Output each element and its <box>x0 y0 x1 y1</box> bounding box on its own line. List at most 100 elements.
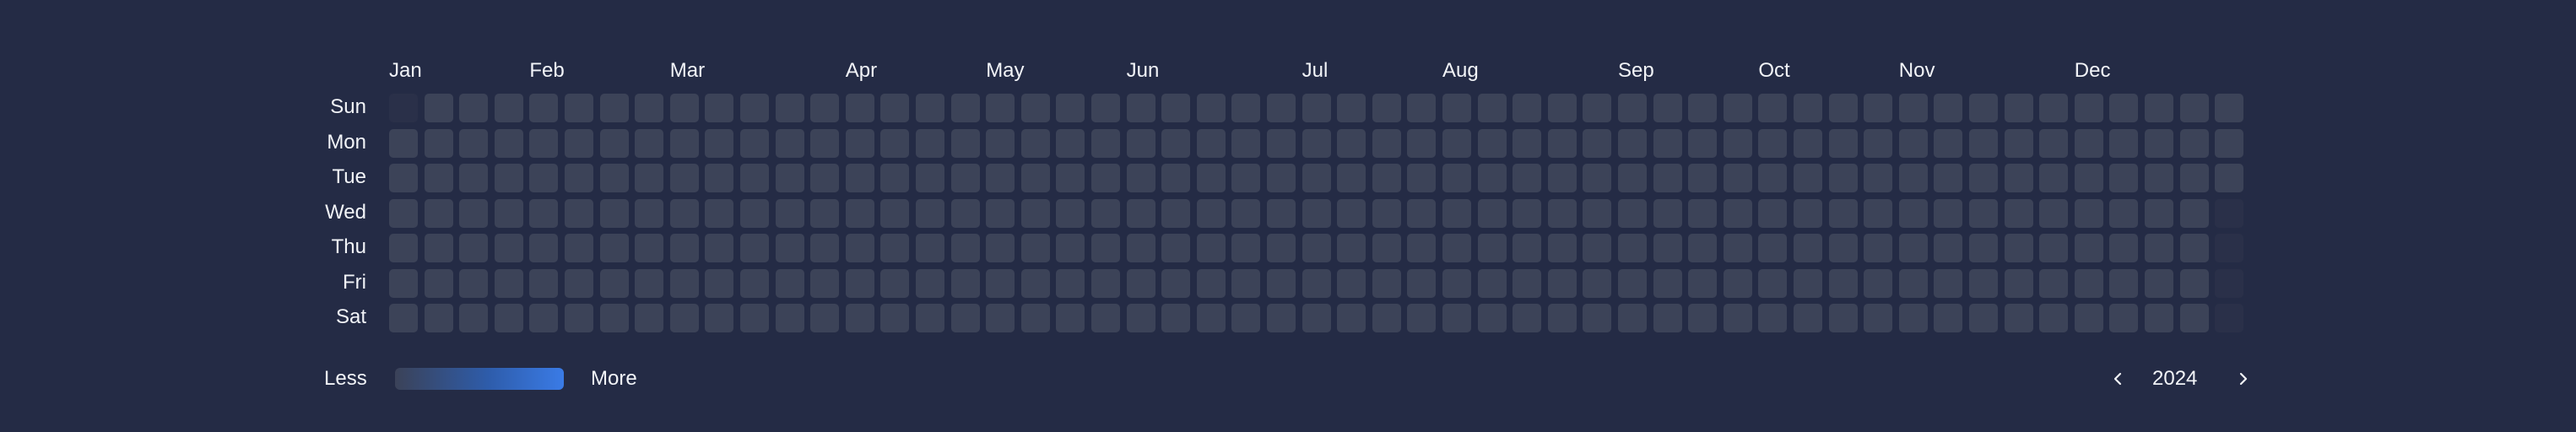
day-cell[interactable] <box>1407 234 1437 262</box>
day-cell[interactable] <box>775 234 804 262</box>
day-cell[interactable] <box>1723 164 1752 192</box>
day-cell[interactable] <box>1688 128 1718 158</box>
day-cell[interactable] <box>845 128 874 158</box>
day-cell[interactable] <box>1583 268 1612 298</box>
day-cell[interactable] <box>1372 94 1401 122</box>
day-cell[interactable] <box>1442 94 1471 122</box>
day-cell[interactable] <box>1372 164 1401 192</box>
day-cell[interactable] <box>740 234 769 262</box>
day-cell[interactable] <box>529 164 559 192</box>
day-cell[interactable] <box>740 128 769 158</box>
day-cell[interactable] <box>494 234 523 262</box>
day-cell[interactable] <box>1898 304 1928 332</box>
day-cell[interactable] <box>705 94 734 122</box>
day-cell[interactable] <box>2039 94 2069 122</box>
day-cell[interactable] <box>2004 304 2033 332</box>
day-cell[interactable] <box>1828 268 1858 298</box>
day-cell[interactable] <box>1442 198 1471 228</box>
day-cell[interactable] <box>1547 94 1577 122</box>
day-cell[interactable] <box>2215 128 2244 158</box>
day-cell[interactable] <box>2109 164 2139 192</box>
day-cell[interactable] <box>635 268 664 298</box>
day-cell[interactable] <box>1864 268 1893 298</box>
day-cell[interactable] <box>1267 304 1296 332</box>
day-cell[interactable] <box>1267 198 1296 228</box>
day-cell[interactable] <box>916 164 944 192</box>
day-cell[interactable] <box>2145 234 2173 262</box>
day-cell[interactable] <box>1056 128 1085 158</box>
day-cell[interactable] <box>1688 234 1718 262</box>
day-cell[interactable] <box>810 268 840 298</box>
day-cell[interactable] <box>1934 198 1963 228</box>
day-cell[interactable] <box>1653 164 1682 192</box>
day-cell[interactable] <box>1864 234 1893 262</box>
day-cell[interactable] <box>1828 164 1858 192</box>
day-cell[interactable] <box>1442 304 1471 332</box>
day-cell[interactable] <box>2004 128 2033 158</box>
day-cell[interactable] <box>880 128 910 158</box>
day-cell[interactable] <box>565 304 593 332</box>
day-cell[interactable] <box>1020 234 1050 262</box>
day-cell[interactable] <box>1688 198 1718 228</box>
day-cell[interactable] <box>599 128 629 158</box>
day-cell[interactable] <box>1583 128 1612 158</box>
day-cell[interactable] <box>880 234 910 262</box>
day-cell[interactable] <box>1231 234 1261 262</box>
day-cell[interactable] <box>1196 304 1226 332</box>
day-cell[interactable] <box>1723 268 1752 298</box>
day-cell[interactable] <box>2109 198 2139 228</box>
day-cell[interactable] <box>1302 198 1331 228</box>
day-cell[interactable] <box>1969 234 1998 262</box>
day-cell[interactable] <box>1828 198 1858 228</box>
day-cell[interactable] <box>1020 128 1050 158</box>
day-cell[interactable] <box>2039 234 2069 262</box>
day-cell[interactable] <box>1969 94 1998 122</box>
day-cell[interactable] <box>1828 128 1858 158</box>
day-cell[interactable] <box>705 304 734 332</box>
day-cell[interactable] <box>740 198 769 228</box>
day-cell[interactable] <box>565 268 593 298</box>
day-cell[interactable] <box>1231 198 1261 228</box>
day-cell[interactable] <box>2039 128 2069 158</box>
day-cell[interactable] <box>494 268 523 298</box>
day-cell[interactable] <box>1547 128 1577 158</box>
day-cell[interactable] <box>529 94 559 122</box>
day-cell[interactable] <box>1302 94 1331 122</box>
day-cell[interactable] <box>635 164 664 192</box>
day-cell[interactable] <box>1196 198 1226 228</box>
day-cell[interactable] <box>1231 128 1261 158</box>
day-cell[interactable] <box>1372 198 1401 228</box>
day-cell[interactable] <box>1969 268 1998 298</box>
day-cell[interactable] <box>2074 128 2103 158</box>
next-year-button[interactable] <box>2228 364 2257 393</box>
day-cell[interactable] <box>1828 94 1858 122</box>
day-cell[interactable] <box>1196 268 1226 298</box>
day-cell[interactable] <box>2145 128 2173 158</box>
day-cell[interactable] <box>705 128 734 158</box>
day-cell[interactable] <box>1653 304 1682 332</box>
day-cell[interactable] <box>1372 128 1401 158</box>
day-cell[interactable] <box>916 268 944 298</box>
day-cell[interactable] <box>1969 198 1998 228</box>
day-cell[interactable] <box>1618 164 1647 192</box>
day-cell[interactable] <box>845 304 874 332</box>
day-cell[interactable] <box>2145 198 2173 228</box>
day-cell[interactable] <box>1864 198 1893 228</box>
day-cell[interactable] <box>775 164 804 192</box>
day-cell[interactable] <box>1898 94 1928 122</box>
day-cell[interactable] <box>1583 304 1612 332</box>
day-cell[interactable] <box>529 234 559 262</box>
day-cell[interactable] <box>950 268 980 298</box>
day-cell[interactable] <box>2039 164 2069 192</box>
day-cell[interactable] <box>1196 164 1226 192</box>
day-cell[interactable] <box>2179 268 2209 298</box>
day-cell[interactable] <box>2074 94 2103 122</box>
day-cell[interactable] <box>1513 164 1542 192</box>
day-cell[interactable] <box>1126 234 1155 262</box>
day-cell[interactable] <box>1126 94 1155 122</box>
day-cell[interactable] <box>459 234 489 262</box>
day-cell[interactable] <box>1898 198 1928 228</box>
day-cell[interactable] <box>986 128 1015 158</box>
day-cell[interactable] <box>599 164 629 192</box>
day-cell[interactable] <box>635 198 664 228</box>
